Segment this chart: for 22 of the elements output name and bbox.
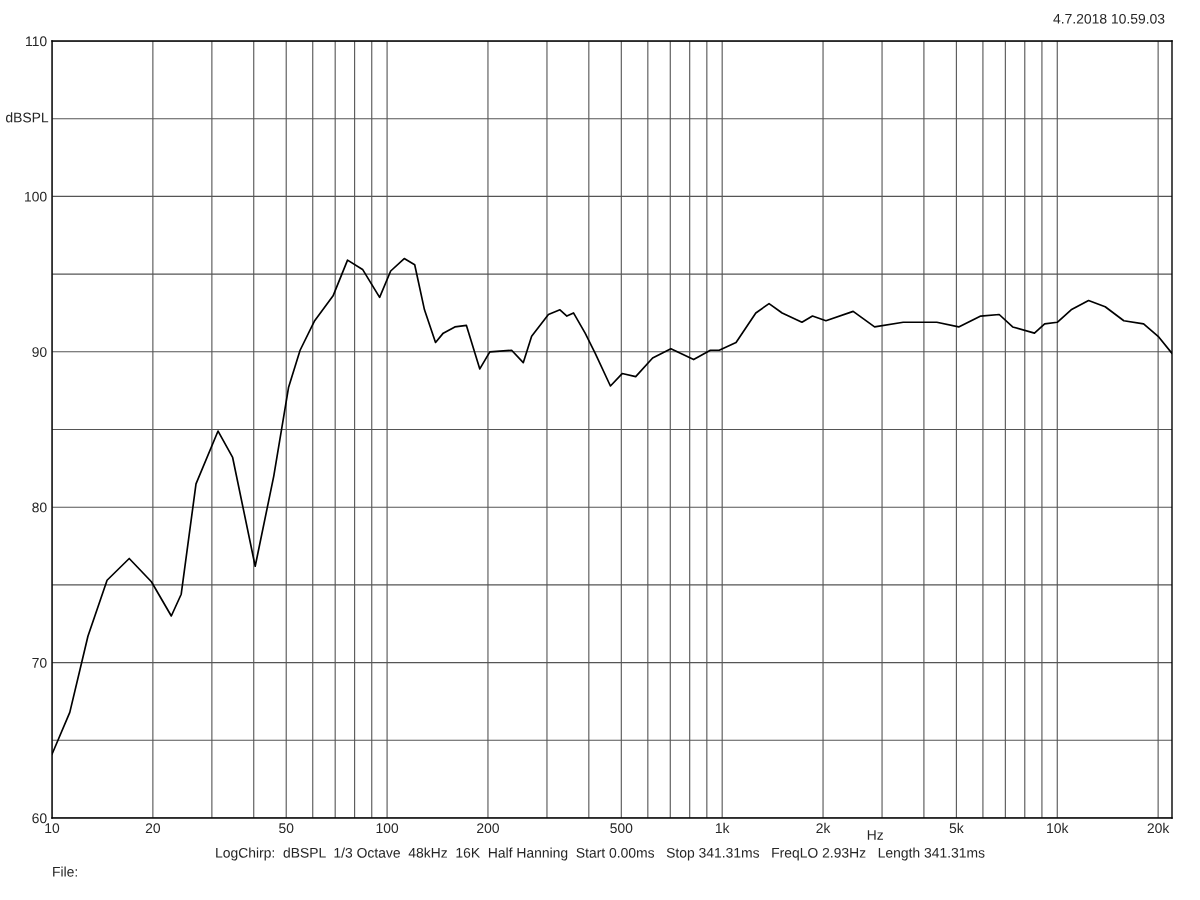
- y-tick-label: 110: [26, 36, 47, 47]
- x-tick-label: 10: [45, 823, 60, 834]
- x-tick-label: 50: [279, 823, 294, 834]
- y-tick-label: 80: [32, 502, 47, 513]
- x-tick-label: 500: [610, 823, 633, 834]
- text: LogChirp: dBSPL 1/3 Octave 48kHz 16K Half Hanning Start 0.00ms Stop 341.31ms FreqLO 2.93Hz Length 341.31ms: [216, 847, 985, 861]
- y-tick-label: 90: [32, 347, 47, 357]
- x-tick-label: 2k: [816, 822, 831, 833]
- x-axis-title: Hz: [867, 830, 883, 840]
- x-tick-label: 20: [145, 823, 161, 834]
- text: 4.7.2018 10.59.03: [1053, 13, 1165, 24]
- x-tick-label: 10k: [1047, 822, 1069, 834]
- y-tick-label: 100: [25, 191, 47, 202]
- text: File:: [53, 866, 77, 877]
- x-tick-label: 100: [376, 823, 399, 834]
- y-tick-label: 70: [32, 657, 47, 668]
- y-axis-title: dBSPL: [5, 112, 49, 123]
- x-tick-label: 200: [477, 823, 499, 834]
- y-tick-label: 60: [32, 813, 47, 824]
- x-tick-label: 1k: [715, 822, 730, 833]
- x-tick-label: 5k: [949, 822, 964, 834]
- x-tick-label: 20k: [1147, 822, 1170, 834]
